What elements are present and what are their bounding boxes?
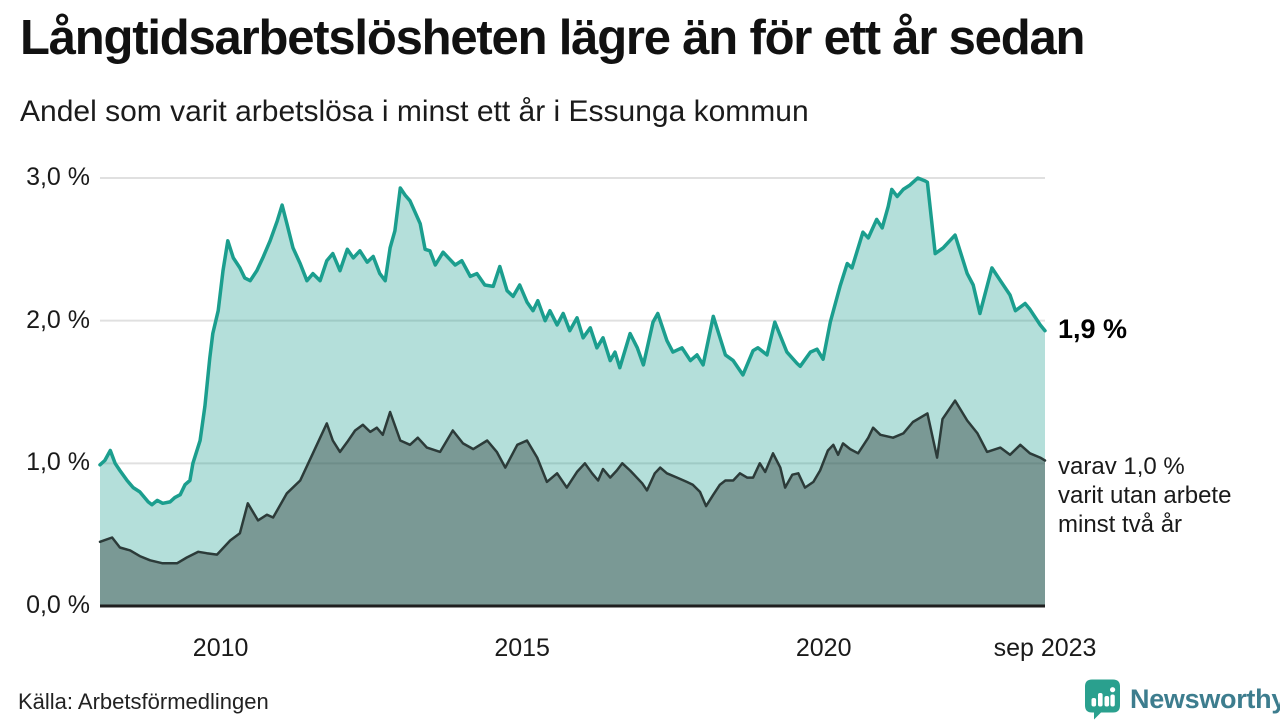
x-tick-label: sep 2023 bbox=[993, 634, 1097, 662]
x-tick-label: 2010 bbox=[192, 634, 249, 662]
latest-value-annotation: 1,9 % bbox=[1058, 313, 1128, 344]
y-tick-label: 0,0 % bbox=[26, 591, 90, 619]
secondary-annotation: varav 1,0 % varit utan arbete minst två … bbox=[1058, 453, 1232, 539]
newsworthy-speech-bubble-bar-chart-icon bbox=[1085, 679, 1120, 720]
brand-logo: Newsworthy bbox=[1084, 679, 1280, 720]
y-tick-label: 3,0 % bbox=[26, 163, 90, 191]
y-tick-label: 2,0 % bbox=[26, 305, 90, 334]
x-tick-label: 2015 bbox=[494, 634, 550, 662]
y-tick-label: 1,0 % bbox=[26, 448, 90, 477]
x-tick-label: 2020 bbox=[795, 634, 852, 662]
brand-name: Newsworthy bbox=[1130, 684, 1280, 714]
page-subtitle: Andel som varit arbetslösa i minst ett å… bbox=[20, 95, 809, 128]
page-title: Långtidsarbetslösheten lägre än för ett … bbox=[20, 11, 1085, 65]
source-note: Källa: Arbetsförmedlingen bbox=[18, 689, 269, 714]
